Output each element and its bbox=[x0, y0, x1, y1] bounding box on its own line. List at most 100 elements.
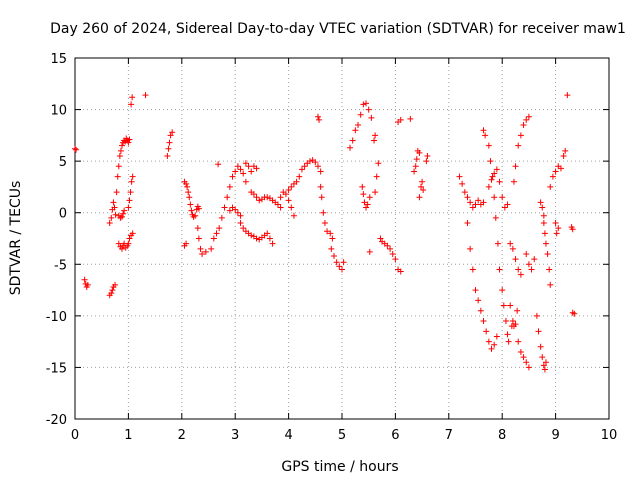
data-point bbox=[167, 132, 174, 139]
ticks: 0 1 2 3 4 5 6 7 8 9 10 -20 -15 -10 -5 0 5 10 15 bbox=[46, 52, 618, 443]
data-point bbox=[126, 235, 133, 242]
data-point bbox=[242, 178, 249, 185]
data-point bbox=[389, 250, 396, 257]
data-point bbox=[418, 183, 425, 190]
data-point bbox=[387, 245, 394, 252]
data-point bbox=[112, 281, 119, 288]
data-point bbox=[363, 100, 370, 107]
data-point bbox=[397, 268, 404, 275]
data-point bbox=[357, 111, 364, 118]
data-point bbox=[491, 194, 498, 201]
data-point bbox=[129, 230, 136, 237]
data-point bbox=[114, 173, 121, 180]
data-point bbox=[320, 209, 327, 216]
data-point bbox=[213, 230, 220, 237]
data-point bbox=[480, 127, 487, 134]
data-point bbox=[186, 194, 193, 201]
data-point bbox=[537, 343, 544, 350]
data-point bbox=[360, 101, 367, 108]
data-point bbox=[501, 204, 508, 211]
data-point bbox=[245, 163, 252, 170]
data-point bbox=[413, 156, 420, 163]
data-point bbox=[317, 168, 324, 175]
data-point bbox=[306, 158, 313, 165]
data-point bbox=[118, 245, 125, 252]
y-tick-label: 0 bbox=[59, 207, 67, 222]
data-point bbox=[242, 160, 249, 167]
data-point bbox=[411, 168, 418, 175]
data-point bbox=[298, 166, 305, 173]
data-point bbox=[81, 276, 88, 283]
data-point bbox=[539, 354, 546, 361]
data-point bbox=[540, 212, 547, 219]
data-point bbox=[237, 220, 244, 227]
data-point bbox=[359, 183, 366, 190]
data-point bbox=[126, 197, 133, 204]
data-point bbox=[366, 194, 373, 201]
data-point bbox=[317, 183, 324, 190]
data-point bbox=[523, 250, 530, 257]
data-point bbox=[560, 152, 567, 159]
data-point bbox=[464, 194, 471, 201]
data-point bbox=[480, 318, 487, 325]
data-point bbox=[552, 168, 559, 175]
data-point bbox=[127, 189, 134, 196]
data-point bbox=[540, 220, 547, 227]
data-point bbox=[544, 250, 551, 257]
data-point bbox=[540, 362, 547, 369]
data-point bbox=[121, 207, 128, 214]
data-point bbox=[221, 204, 228, 211]
data-point bbox=[312, 159, 319, 166]
data-point bbox=[194, 225, 201, 232]
data-point bbox=[499, 194, 506, 201]
data-point bbox=[318, 194, 325, 201]
data-point bbox=[183, 240, 190, 247]
data-point bbox=[542, 359, 549, 366]
data-point bbox=[459, 180, 466, 187]
data-point bbox=[485, 183, 492, 190]
x-tick-label: 9 bbox=[551, 428, 559, 443]
data-point bbox=[377, 235, 384, 242]
data-point bbox=[507, 302, 514, 309]
data-point bbox=[423, 158, 430, 165]
data-point bbox=[73, 146, 80, 153]
data-point bbox=[333, 259, 340, 266]
data-point bbox=[195, 205, 202, 212]
data-point bbox=[293, 178, 300, 185]
data-point bbox=[188, 207, 195, 214]
data-point bbox=[464, 220, 471, 227]
data-point bbox=[373, 173, 380, 180]
data-point bbox=[110, 199, 117, 206]
data-point bbox=[84, 281, 91, 288]
data-point bbox=[509, 245, 516, 252]
data-point bbox=[517, 348, 524, 355]
data-point bbox=[109, 287, 116, 294]
data-point bbox=[314, 163, 321, 170]
chart-title: Day 260 of 2024, Sidereal Day-to-day VTE… bbox=[50, 21, 626, 37]
data-point bbox=[240, 170, 247, 177]
data-point bbox=[126, 136, 133, 143]
x-tick-label: 4 bbox=[284, 428, 292, 443]
data-point bbox=[512, 163, 519, 170]
data-point bbox=[329, 235, 336, 242]
data-point bbox=[232, 168, 239, 175]
data-point bbox=[330, 253, 337, 260]
data-point bbox=[339, 266, 345, 273]
data-point bbox=[487, 158, 494, 165]
data-point bbox=[274, 201, 281, 208]
data-point bbox=[285, 197, 292, 204]
data-point bbox=[355, 122, 362, 129]
data-point bbox=[407, 115, 414, 122]
data-point bbox=[226, 207, 233, 214]
data-point bbox=[504, 201, 511, 208]
data-point bbox=[547, 281, 554, 288]
data-point bbox=[120, 210, 127, 217]
data-point bbox=[118, 142, 125, 149]
data-point bbox=[461, 189, 468, 196]
data-point bbox=[327, 230, 334, 237]
x-tick-label: 10 bbox=[601, 428, 618, 443]
data-point bbox=[541, 366, 548, 373]
data-point bbox=[552, 220, 559, 227]
data-point bbox=[202, 248, 209, 255]
data-point bbox=[419, 178, 426, 185]
